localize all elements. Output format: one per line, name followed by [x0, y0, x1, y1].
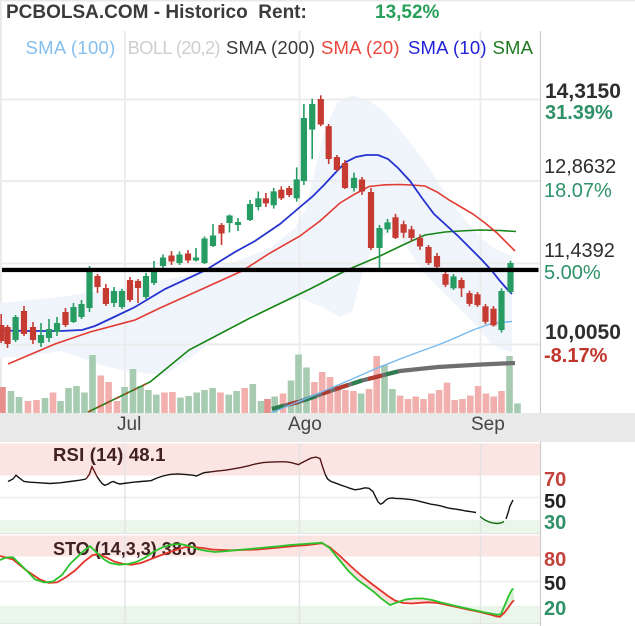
svg-text:STO (14,3,3) 38.0: STO (14,3,3) 38.0	[53, 539, 197, 559]
